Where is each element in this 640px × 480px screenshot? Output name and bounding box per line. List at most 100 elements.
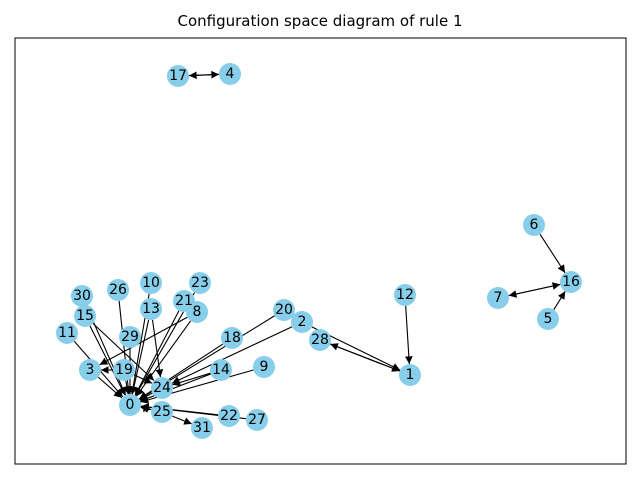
node-label: 29 xyxy=(121,329,139,345)
node-circle xyxy=(210,359,232,381)
node-19: 19 xyxy=(113,359,135,381)
node-circle xyxy=(560,271,582,293)
node-5: 5 xyxy=(537,308,559,330)
node-16: 16 xyxy=(560,271,582,293)
node-circle xyxy=(523,214,545,236)
node-29: 29 xyxy=(119,326,141,348)
node-0: 0 xyxy=(119,394,141,416)
edge-14-to-0 xyxy=(140,373,211,402)
edge-4-to-17 xyxy=(188,71,220,80)
node-label: 9 xyxy=(260,359,269,375)
node-7: 7 xyxy=(487,287,509,309)
nodes-layer: 0123456789101112131415161718192021222324… xyxy=(56,63,582,439)
node-label: 7 xyxy=(494,290,503,306)
node-circle xyxy=(140,298,162,320)
node-15: 15 xyxy=(74,305,96,327)
node-label: 18 xyxy=(223,330,241,346)
edge-14-to-24 xyxy=(172,372,211,387)
node-31: 31 xyxy=(191,417,213,439)
node-2: 2 xyxy=(291,311,313,333)
node-27: 27 xyxy=(246,409,268,431)
node-17: 17 xyxy=(167,65,189,87)
node-circle xyxy=(151,377,173,399)
edge-12-to-1 xyxy=(404,305,413,365)
node-11: 11 xyxy=(56,322,78,344)
node-label: 17 xyxy=(169,68,187,84)
node-circle xyxy=(74,305,96,327)
node-24: 24 xyxy=(151,377,173,399)
edge-19-to-0 xyxy=(123,380,131,395)
node-circle xyxy=(189,272,211,294)
node-label: 11 xyxy=(58,325,76,341)
node-3: 3 xyxy=(79,359,101,381)
edge-2-to-24 xyxy=(171,326,293,384)
node-label: 14 xyxy=(212,362,230,378)
node-6: 6 xyxy=(523,214,545,236)
edge-5-to-16 xyxy=(553,291,566,310)
node-circle xyxy=(167,65,189,87)
figure-title: Configuration space diagram of rule 1 xyxy=(177,12,463,30)
edge-25-to-31 xyxy=(172,415,192,425)
edge-1-to-28 xyxy=(330,343,400,372)
node-23: 23 xyxy=(189,272,211,294)
edge-6-to-16 xyxy=(539,233,566,274)
node-label: 26 xyxy=(109,282,127,298)
edge-13-to-0 xyxy=(130,319,150,395)
node-label: 6 xyxy=(530,217,539,233)
node-circle xyxy=(107,279,129,301)
node-label: 10 xyxy=(142,275,160,291)
node-label: 4 xyxy=(226,66,235,82)
node-label: 1 xyxy=(406,367,415,383)
edge-0-to-25 xyxy=(140,404,152,412)
node-13: 13 xyxy=(140,298,162,320)
node-label: 31 xyxy=(193,420,211,436)
node-26: 26 xyxy=(107,279,129,301)
node-20: 20 xyxy=(273,299,295,321)
node-circle xyxy=(151,401,173,423)
node-circle xyxy=(221,327,243,349)
node-9: 9 xyxy=(253,356,275,378)
node-21: 21 xyxy=(173,290,195,312)
plot-frame xyxy=(14,37,627,465)
node-circle xyxy=(253,356,275,378)
node-14: 14 xyxy=(210,359,232,381)
node-label: 25 xyxy=(153,404,171,420)
node-1: 1 xyxy=(399,364,421,386)
node-circle xyxy=(309,329,331,351)
node-circle xyxy=(537,308,559,330)
node-label: 20 xyxy=(275,302,293,318)
node-18: 18 xyxy=(221,327,243,349)
node-22: 22 xyxy=(218,405,240,427)
node-label: 22 xyxy=(220,408,238,424)
node-30: 30 xyxy=(71,285,93,307)
node-circle xyxy=(246,409,268,431)
node-label: 21 xyxy=(175,293,193,309)
edge-16-to-7 xyxy=(508,283,561,298)
node-28: 28 xyxy=(309,329,331,351)
edge-13-to-24 xyxy=(151,319,164,378)
node-label: 13 xyxy=(142,301,160,317)
edges-layer xyxy=(73,70,566,425)
node-circle xyxy=(119,394,141,416)
edge-8-to-0 xyxy=(135,320,192,397)
node-label: 15 xyxy=(76,308,94,324)
node-circle xyxy=(487,287,509,309)
node-10: 10 xyxy=(140,272,162,294)
node-4: 4 xyxy=(219,63,241,85)
node-circle xyxy=(71,285,93,307)
node-circle xyxy=(113,359,135,381)
node-12: 12 xyxy=(394,284,416,306)
node-circle xyxy=(219,63,241,85)
node-label: 27 xyxy=(248,412,266,428)
node-label: 0 xyxy=(126,397,135,413)
node-circle xyxy=(140,272,162,294)
node-circle xyxy=(119,326,141,348)
node-label: 2 xyxy=(298,314,307,330)
node-circle xyxy=(273,299,295,321)
node-label: 23 xyxy=(191,275,209,291)
node-circle xyxy=(399,364,421,386)
edge-19-to-24 xyxy=(133,374,153,384)
node-circle xyxy=(56,322,78,344)
node-label: 19 xyxy=(115,362,133,378)
